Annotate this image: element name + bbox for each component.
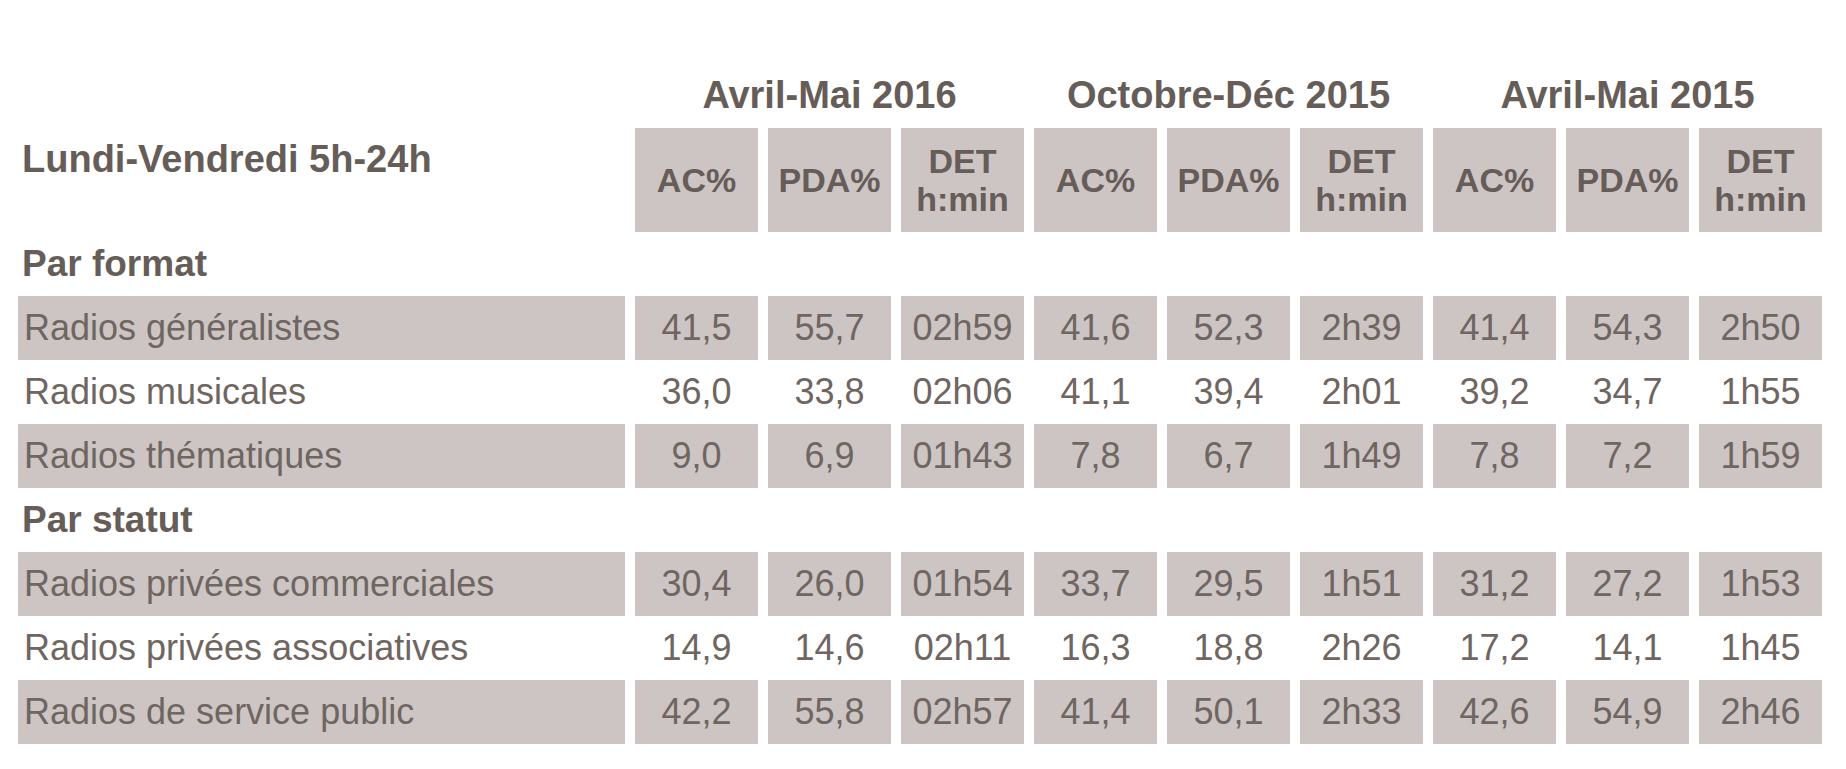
row-label: Radios généralistes — [18, 296, 625, 360]
metric-header-ac: AC% — [1034, 128, 1157, 232]
cell-value: 1h59 — [1699, 424, 1822, 488]
cell-value: 41,6 — [1034, 296, 1157, 360]
cell-value: 34,7 — [1566, 360, 1689, 424]
cell-value: 50,1 — [1167, 680, 1290, 744]
cell-value: 16,3 — [1034, 616, 1157, 680]
metric-header-det: DET h:min — [1699, 128, 1822, 232]
cell-value: 30,4 — [635, 552, 758, 616]
cell-value: 1h49 — [1300, 424, 1423, 488]
cell-value: 02h11 — [901, 616, 1024, 680]
cell-value: 2h46 — [1699, 680, 1822, 744]
cell-value: 41,5 — [635, 296, 758, 360]
cell-value: 2h01 — [1300, 360, 1423, 424]
metric-header-ac: AC% — [1433, 128, 1556, 232]
metric-header-det: DET h:min — [901, 128, 1024, 232]
cell-value: 18,8 — [1167, 616, 1290, 680]
cell-value: 31,2 — [1433, 552, 1556, 616]
cell-value: 27,2 — [1566, 552, 1689, 616]
cell-value: 33,8 — [768, 360, 891, 424]
page: Lundi-Vendredi 5h-24h Avril-Mai 2016 Oct… — [0, 0, 1846, 744]
period-header-row: Lundi-Vendredi 5h-24h Avril-Mai 2016 Oct… — [18, 62, 1822, 128]
metric-header-det: DET h:min — [1300, 128, 1423, 232]
audience-table: Lundi-Vendredi 5h-24h Avril-Mai 2016 Oct… — [8, 62, 1832, 744]
cell-value: 9,0 — [635, 424, 758, 488]
table-row: Radios thématiques 9,0 6,9 01h43 7,8 6,7… — [18, 424, 1822, 488]
metric-header-pda: PDA% — [768, 128, 891, 232]
cell-value: 41,1 — [1034, 360, 1157, 424]
cell-value: 55,7 — [768, 296, 891, 360]
cell-value: 01h43 — [901, 424, 1024, 488]
cell-value: 2h33 — [1300, 680, 1423, 744]
cell-value: 02h06 — [901, 360, 1024, 424]
period-header-avril-mai-2016: Avril-Mai 2016 — [635, 62, 1024, 128]
row-label: Radios de service public — [18, 680, 625, 744]
cell-value: 14,9 — [635, 616, 758, 680]
cell-value: 33,7 — [1034, 552, 1157, 616]
metric-header-pda: PDA% — [1566, 128, 1689, 232]
cell-value: 55,8 — [768, 680, 891, 744]
cell-value: 6,7 — [1167, 424, 1290, 488]
cell-value: 54,9 — [1566, 680, 1689, 744]
cell-value: 2h26 — [1300, 616, 1423, 680]
cell-value: 1h45 — [1699, 616, 1822, 680]
section-header-par-statut: Par statut — [18, 488, 1822, 552]
cell-value: 1h53 — [1699, 552, 1822, 616]
cell-value: 52,3 — [1167, 296, 1290, 360]
table-row: Radios de service public 42,2 55,8 02h57… — [18, 680, 1822, 744]
cell-value: 2h50 — [1699, 296, 1822, 360]
cell-value: 39,2 — [1433, 360, 1556, 424]
table-row: Radios privées commerciales 30,4 26,0 01… — [18, 552, 1822, 616]
row-label: Radios privées commerciales — [18, 552, 625, 616]
cell-value: 36,0 — [635, 360, 758, 424]
cell-value: 39,4 — [1167, 360, 1290, 424]
cell-value: 41,4 — [1034, 680, 1157, 744]
row-label: Radios privées associatives — [18, 616, 625, 680]
row-label: Radios thématiques — [18, 424, 625, 488]
cell-value: 6,9 — [768, 424, 891, 488]
section-row: Par statut — [18, 488, 1822, 552]
section-row: Par format — [18, 232, 1822, 296]
cell-value: 02h59 — [901, 296, 1024, 360]
cell-value: 7,2 — [1566, 424, 1689, 488]
cell-value: 17,2 — [1433, 616, 1556, 680]
cell-value: 01h54 — [901, 552, 1024, 616]
table-title: Lundi-Vendredi 5h-24h — [18, 62, 625, 232]
cell-value: 26,0 — [768, 552, 891, 616]
cell-value: 7,8 — [1433, 424, 1556, 488]
cell-value: 42,2 — [635, 680, 758, 744]
cell-value: 1h55 — [1699, 360, 1822, 424]
cell-value: 14,1 — [1566, 616, 1689, 680]
section-header-par-format: Par format — [18, 232, 1822, 296]
metric-header-pda: PDA% — [1167, 128, 1290, 232]
row-label: Radios musicales — [18, 360, 625, 424]
cell-value: 02h57 — [901, 680, 1024, 744]
cell-value: 29,5 — [1167, 552, 1290, 616]
table-row: Radios musicales 36,0 33,8 02h06 41,1 39… — [18, 360, 1822, 424]
cell-value: 2h39 — [1300, 296, 1423, 360]
cell-value: 41,4 — [1433, 296, 1556, 360]
cell-value: 7,8 — [1034, 424, 1157, 488]
table-row: Radios privées associatives 14,9 14,6 02… — [18, 616, 1822, 680]
cell-value: 1h51 — [1300, 552, 1423, 616]
period-header-avril-mai-2015: Avril-Mai 2015 — [1433, 62, 1822, 128]
period-header-octobre-dec-2015: Octobre-Déc 2015 — [1034, 62, 1423, 128]
cell-value: 54,3 — [1566, 296, 1689, 360]
metric-header-ac: AC% — [635, 128, 758, 232]
table-row: Radios généralistes 41,5 55,7 02h59 41,6… — [18, 296, 1822, 360]
cell-value: 42,6 — [1433, 680, 1556, 744]
cell-value: 14,6 — [768, 616, 891, 680]
